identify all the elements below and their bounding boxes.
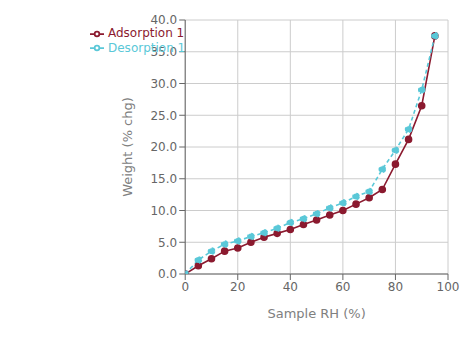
- svg-text:40: 40: [283, 280, 298, 294]
- svg-text:0.0: 0.0: [158, 267, 177, 281]
- svg-text:20.0: 20.0: [150, 140, 177, 154]
- svg-text:15.0: 15.0: [150, 172, 177, 186]
- svg-text:100: 100: [437, 280, 460, 294]
- svg-text:30.0: 30.0: [150, 77, 177, 91]
- svg-text:25.0: 25.0: [150, 109, 177, 123]
- svg-text:80: 80: [388, 280, 403, 294]
- svg-text:60: 60: [335, 280, 350, 294]
- svg-text:Weight (% chg): Weight (% chg): [120, 97, 135, 197]
- svg-text:5.0: 5.0: [158, 236, 177, 250]
- svg-text:0: 0: [181, 280, 189, 294]
- svg-text:10.0: 10.0: [150, 204, 177, 218]
- svg-text:20: 20: [230, 280, 245, 294]
- svg-text:40.0: 40.0: [150, 13, 177, 27]
- svg-text:Sample RH (%): Sample RH (%): [267, 306, 365, 321]
- svg-text:35.0: 35.0: [150, 45, 177, 59]
